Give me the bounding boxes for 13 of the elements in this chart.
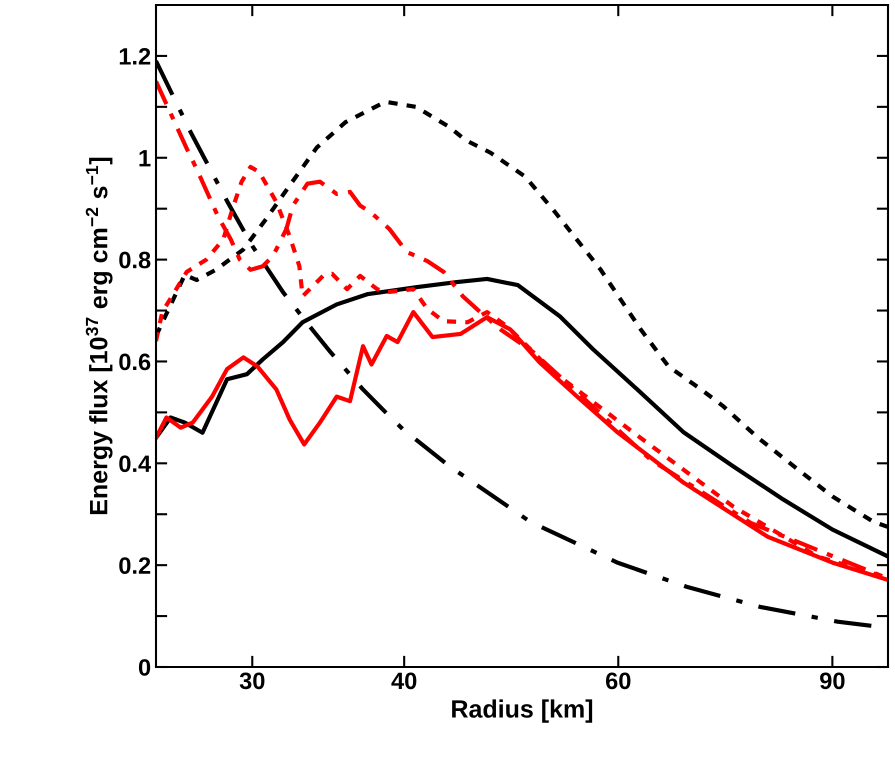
y-tick-label: 0.2 [119, 557, 150, 574]
x-tick-label: 40 [391, 672, 416, 690]
y-tick-label: 1 [139, 150, 150, 166]
y-tick-label: 0 [138, 659, 150, 676]
y-axis-title: Energy flux [10$^{37}$ erg cm$^{−2}$ s$^{−1}$] [86, 158, 113, 514]
x-tick-label: 90 [820, 672, 845, 690]
x-axis-title: Radius [km] [452, 699, 592, 723]
x-tick-label: 30 [240, 672, 264, 690]
y-tick-label: 0.8 [119, 252, 150, 268]
x-tick-label: 60 [606, 672, 630, 690]
y-tick-label: 0.4 [119, 455, 152, 472]
y-tick-label: 0.6 [119, 354, 150, 370]
y-tick-label: 1.2 [120, 48, 150, 64]
